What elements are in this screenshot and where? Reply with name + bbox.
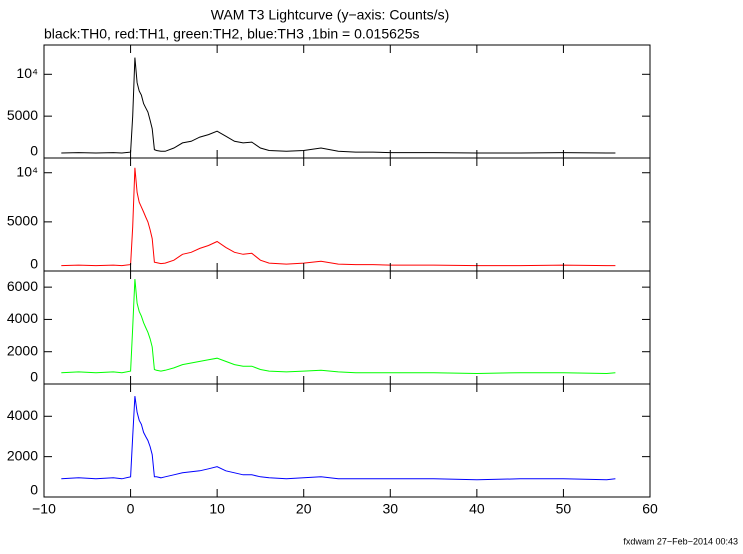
y-tick-label: 2000 <box>7 342 38 358</box>
y-tick-label: 10⁴ <box>16 163 38 179</box>
x-tick-label: 20 <box>296 501 312 517</box>
panel-frame <box>43 383 651 498</box>
y-tick-label: 0 <box>30 369 38 385</box>
x-tick-label: 60 <box>642 501 658 517</box>
lightcurve <box>61 279 616 375</box>
y-tick-label: 0 <box>30 482 38 498</box>
chart-subtitle: black:TH0, red:TH1, green:TH2, blue:TH3 … <box>44 26 419 42</box>
lightcurve <box>61 396 616 481</box>
y-tick-label: 2000 <box>7 447 38 463</box>
y-tick-label: 10⁴ <box>16 65 38 81</box>
lightcurve <box>61 57 616 154</box>
y-tick-label: 5000 <box>7 213 38 229</box>
lightcurve <box>61 167 616 267</box>
x-tick-label: 40 <box>469 501 485 517</box>
x-tick-label: 0 <box>127 501 135 517</box>
x-tick-label: 10 <box>209 501 225 517</box>
x-tick-label: 30 <box>382 501 398 517</box>
y-tick-label: 4000 <box>7 310 38 326</box>
y-tick-label: 0 <box>30 256 38 272</box>
chart-title: WAM T3 Lightcurve (y−axis: Counts/s) <box>211 7 449 23</box>
y-tick-label: 4000 <box>7 407 38 423</box>
x-tick-label: 50 <box>556 501 572 517</box>
y-tick-label: 0 <box>30 143 38 159</box>
x-tick-label: −10 <box>32 501 56 517</box>
y-tick-label: 5000 <box>7 107 38 123</box>
y-tick-label: 6000 <box>7 278 38 294</box>
footer: fxdwam 27−Feb−2014 00:43 <box>623 536 738 546</box>
